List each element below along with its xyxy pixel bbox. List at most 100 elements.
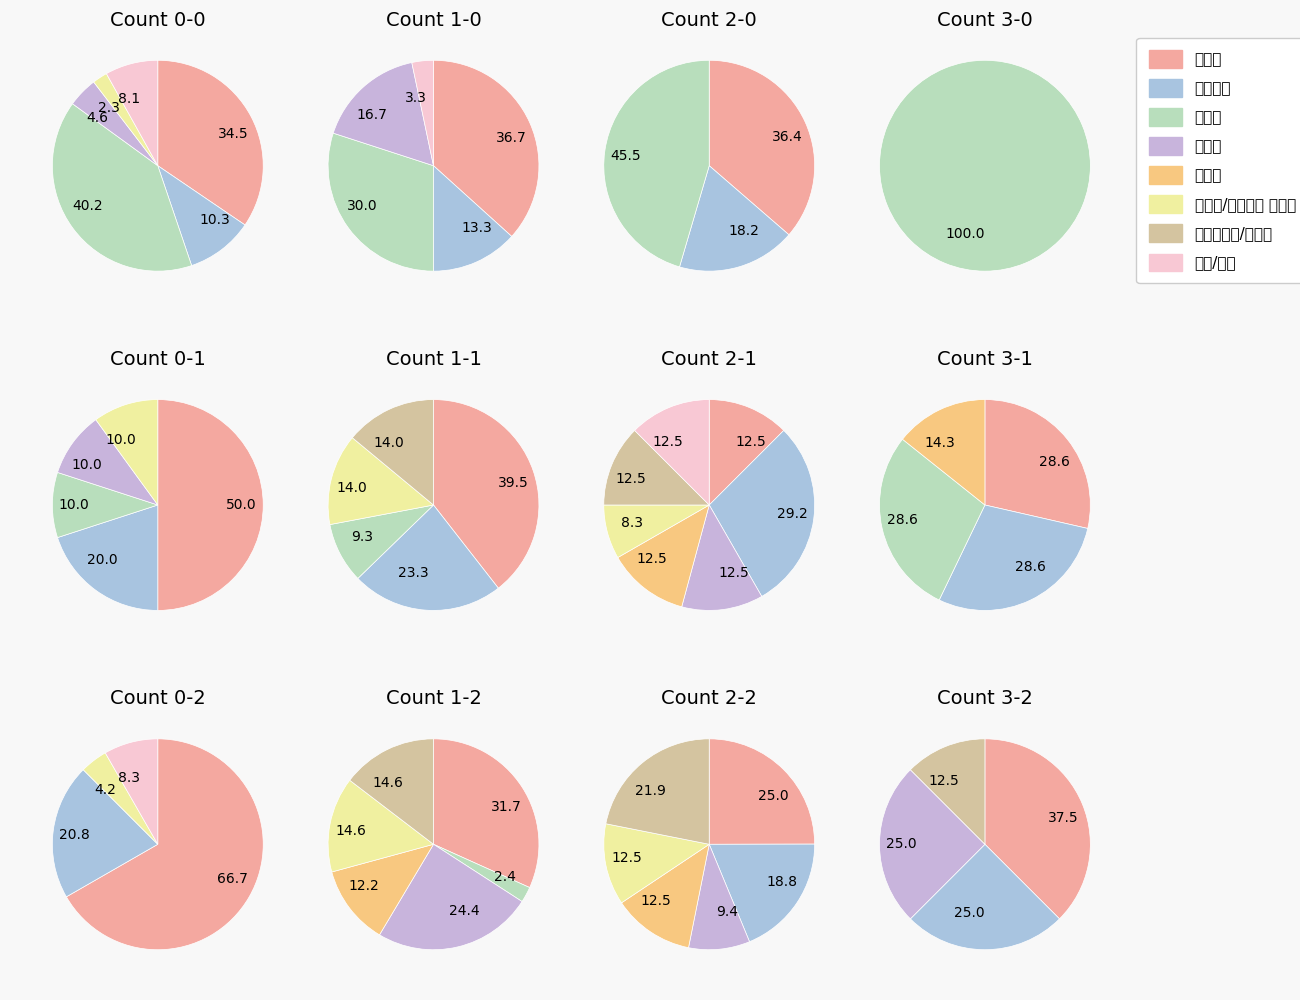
Wedge shape	[105, 739, 157, 844]
Wedge shape	[330, 505, 433, 578]
Wedge shape	[332, 844, 433, 935]
Wedge shape	[57, 505, 157, 610]
Wedge shape	[985, 400, 1091, 528]
Wedge shape	[157, 400, 263, 610]
Title: Count 2-1: Count 2-1	[662, 350, 757, 369]
Wedge shape	[350, 739, 433, 844]
Wedge shape	[710, 60, 815, 235]
Wedge shape	[433, 844, 529, 902]
Text: 25.0: 25.0	[954, 906, 985, 920]
Text: 2.3: 2.3	[99, 101, 120, 115]
Text: 50.0: 50.0	[226, 498, 257, 512]
Title: Count 1-1: Count 1-1	[386, 350, 481, 369]
Wedge shape	[52, 770, 157, 897]
Title: Count 1-2: Count 1-2	[386, 689, 481, 708]
Text: 10.0: 10.0	[72, 458, 103, 472]
Wedge shape	[710, 430, 815, 596]
Wedge shape	[73, 82, 157, 166]
Text: 18.8: 18.8	[766, 875, 797, 889]
Wedge shape	[412, 60, 433, 166]
Wedge shape	[328, 438, 433, 525]
Text: 28.6: 28.6	[1039, 455, 1070, 469]
Text: 24.4: 24.4	[448, 904, 480, 918]
Wedge shape	[328, 780, 433, 872]
Text: 4.6: 4.6	[87, 111, 109, 125]
Wedge shape	[902, 400, 985, 505]
Text: 28.6: 28.6	[887, 513, 918, 527]
Wedge shape	[910, 844, 1060, 950]
Wedge shape	[880, 439, 985, 600]
Title: Count 0-1: Count 0-1	[111, 350, 205, 369]
Wedge shape	[880, 60, 1091, 271]
Text: 20.0: 20.0	[87, 553, 117, 567]
Text: 2.4: 2.4	[494, 870, 516, 884]
Wedge shape	[710, 400, 784, 505]
Wedge shape	[328, 133, 433, 271]
Title: Count 3-2: Count 3-2	[937, 689, 1034, 708]
Text: 10.3: 10.3	[199, 213, 230, 227]
Text: 29.2: 29.2	[777, 507, 807, 521]
Text: 10.0: 10.0	[105, 433, 136, 447]
Title: Count 3-0: Count 3-0	[937, 11, 1032, 30]
Wedge shape	[910, 739, 985, 844]
Wedge shape	[433, 400, 540, 588]
Wedge shape	[52, 104, 191, 271]
Wedge shape	[107, 60, 157, 166]
Text: 20.8: 20.8	[58, 828, 90, 842]
Wedge shape	[380, 844, 523, 950]
Wedge shape	[603, 60, 710, 267]
Wedge shape	[433, 60, 540, 236]
Wedge shape	[157, 166, 244, 266]
Text: 9.3: 9.3	[351, 530, 373, 544]
Wedge shape	[603, 505, 710, 558]
Text: 8.3: 8.3	[118, 771, 140, 785]
Text: 12.5: 12.5	[653, 435, 682, 449]
Wedge shape	[618, 505, 710, 607]
Text: 18.2: 18.2	[728, 224, 759, 238]
Wedge shape	[66, 739, 263, 950]
Wedge shape	[57, 420, 157, 505]
Title: Count 2-0: Count 2-0	[662, 11, 757, 30]
Text: 12.5: 12.5	[718, 566, 749, 580]
Text: 39.5: 39.5	[498, 476, 529, 490]
Wedge shape	[83, 753, 157, 844]
Text: 14.0: 14.0	[337, 481, 367, 495]
Text: 12.5: 12.5	[641, 894, 671, 908]
Wedge shape	[603, 430, 710, 505]
Text: 9.4: 9.4	[716, 905, 738, 919]
Wedge shape	[94, 74, 157, 166]
Title: Count 0-0: Count 0-0	[111, 11, 205, 30]
Text: 25.0: 25.0	[885, 837, 916, 851]
Text: 10.0: 10.0	[58, 498, 90, 512]
Wedge shape	[880, 770, 985, 919]
Wedge shape	[689, 844, 750, 950]
Text: 45.5: 45.5	[611, 149, 641, 163]
Text: 40.2: 40.2	[72, 199, 103, 213]
Wedge shape	[433, 739, 540, 888]
Text: 31.7: 31.7	[491, 800, 521, 814]
Text: 12.5: 12.5	[611, 851, 642, 865]
Text: 25.0: 25.0	[758, 789, 788, 803]
Legend: ボール, ファウル, 見逃し, 空振り, ヒット, フライ/ライナー アウト, ゴロアウト/エラー, 犠飛/犠打: ボール, ファウル, 見逃し, 空振り, ヒット, フライ/ライナー アウト, …	[1136, 38, 1300, 283]
Text: 34.5: 34.5	[218, 127, 250, 141]
Title: Count 2-2: Count 2-2	[662, 689, 757, 708]
Text: 66.7: 66.7	[217, 872, 248, 886]
Text: 8.1: 8.1	[118, 92, 140, 106]
Text: 3.3: 3.3	[404, 91, 426, 105]
Wedge shape	[333, 63, 433, 166]
Wedge shape	[606, 739, 710, 844]
Wedge shape	[96, 400, 157, 505]
Text: 30.0: 30.0	[347, 199, 378, 213]
Text: 12.5: 12.5	[736, 435, 766, 449]
Text: 21.9: 21.9	[634, 784, 666, 798]
Text: 36.7: 36.7	[497, 131, 526, 145]
Text: 12.5: 12.5	[615, 472, 646, 486]
Wedge shape	[681, 505, 762, 610]
Text: 12.5: 12.5	[928, 774, 958, 788]
Text: 13.3: 13.3	[462, 221, 493, 235]
Wedge shape	[621, 844, 710, 948]
Wedge shape	[52, 472, 157, 538]
Wedge shape	[985, 739, 1091, 919]
Wedge shape	[710, 844, 815, 942]
Text: 12.5: 12.5	[637, 552, 667, 566]
